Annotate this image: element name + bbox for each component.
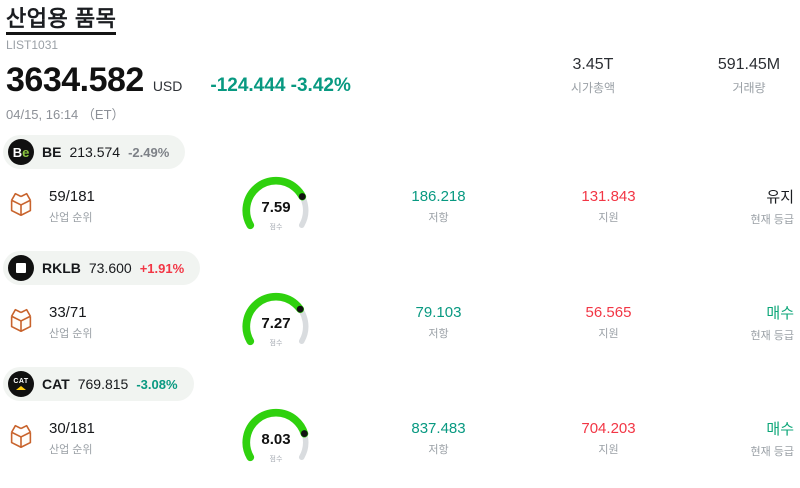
score-label: 점수 — [269, 456, 283, 464]
rating-label: 현재 등급 — [750, 213, 794, 226]
caterpillar-logo-icon: CAT — [8, 371, 34, 398]
support-cell: 56.565 지원 — [526, 304, 691, 341]
package-box-icon — [6, 421, 36, 456]
industry-rank-value: 33/71 — [49, 303, 87, 321]
rank-cell: 59/181 산업 순위 — [6, 188, 201, 225]
rating-cell: 유지 현재 등급 — [691, 186, 800, 227]
support-cell: 704.203 지원 — [526, 420, 691, 457]
rocketlab-mark — [16, 263, 26, 274]
resistance-cell: 186.218 저항 — [351, 188, 526, 225]
rating-cell: 매수 현재 등급 — [691, 302, 800, 343]
resistance-value: 837.483 — [411, 419, 466, 437]
ticker-pill-cat[interactable]: CAT CAT 769.815 -3.08% — [3, 367, 194, 402]
gauge-cell: 8.03 점수 — [201, 405, 351, 471]
stock-section-cat: CAT CAT 769.815 -3.08% 30/181 산업 순위 — [0, 367, 800, 471]
page-title: 산업용 품목 — [6, 6, 117, 36]
industry-rank-label: 산업 순위 — [49, 443, 93, 456]
resistance-label: 저항 — [428, 211, 449, 224]
market-cap-stat: 3.45T 시가총액 — [558, 56, 628, 96]
support-cell: 131.843 지원 — [526, 188, 691, 225]
package-box-icon — [6, 305, 36, 340]
support-label: 지원 — [598, 211, 619, 224]
score-gauge: 8.03 점수 — [235, 405, 317, 471]
rank-cell: 33/71 산업 순위 — [6, 304, 201, 341]
support-label: 지원 — [598, 327, 619, 340]
resistance-value: 79.103 — [415, 303, 462, 321]
score-value: 8.03 — [261, 431, 291, 449]
support-value: 131.843 — [581, 187, 636, 205]
ticker-change: -3.08% — [136, 376, 178, 392]
score-value: 7.27 — [261, 315, 291, 333]
industry-rank-value: 59/181 — [49, 187, 95, 205]
currency-label: USD — [152, 78, 183, 95]
be-logo-letter-e: e — [22, 144, 30, 160]
support-value: 56.565 — [585, 303, 632, 321]
header-stats: 3.45T 시가총액 591.45M 거래량 — [558, 56, 784, 96]
ticker-price: 213.574 — [69, 144, 121, 161]
stock-row: 30/181 산업 순위 8.03 점수 837.483 저항 704.203 … — [0, 405, 800, 471]
ticker-symbol: RKLB — [42, 260, 81, 277]
rank-block: 33/71 산업 순위 — [49, 304, 93, 341]
current-price: 3634.582 — [6, 61, 144, 100]
industry-rank-value: 30/181 — [49, 419, 95, 437]
header: 산업용 품목 LIST1031 3634.582 USD -124.444 -3… — [0, 0, 800, 123]
resistance-cell: 79.103 저항 — [351, 304, 526, 341]
score-label: 점수 — [269, 224, 283, 232]
rating-label: 현재 등급 — [750, 329, 794, 342]
ticker-symbol: CAT — [42, 376, 70, 393]
rating-value: 매수 — [766, 420, 794, 438]
stock-section-rklb: RKLB 73.600 +1.91% 33/71 산업 순위 — [0, 251, 800, 355]
volume-stat: 591.45M 거래량 — [714, 56, 784, 96]
ticker-symbol: BE — [42, 144, 62, 161]
resistance-value: 186.218 — [411, 187, 466, 205]
price-line: 3634.582 USD -124.444 -3.42% — [6, 61, 790, 100]
rocketlab-logo-icon — [8, 255, 34, 282]
rank-cell: 30/181 산업 순위 — [6, 420, 201, 457]
ticker-change: +1.91% — [139, 260, 185, 276]
rank-block: 30/181 산업 순위 — [49, 420, 95, 457]
market-cap-value: 3.45T — [572, 56, 614, 73]
ticker-pill-rklb[interactable]: RKLB 73.600 +1.91% — [3, 251, 201, 286]
cat-triangle-icon — [16, 386, 26, 391]
gauge-cell: 7.59 점수 — [201, 173, 351, 239]
rating-value: 매수 — [766, 304, 794, 322]
cat-logo-text: CAT — [13, 378, 29, 386]
gauge-cell: 7.27 점수 — [201, 289, 351, 355]
resistance-label: 저항 — [428, 327, 449, 340]
industry-rank-label: 산업 순위 — [49, 211, 93, 224]
ticker-price: 73.600 — [88, 260, 132, 277]
market-cap-label: 시가총액 — [570, 81, 616, 95]
stock-row: 33/71 산업 순위 7.27 점수 79.103 저항 56.565 지원 — [0, 289, 800, 355]
volume-label: 거래량 — [732, 81, 766, 95]
package-box-icon — [6, 189, 36, 224]
volume-value: 591.45M — [717, 56, 781, 73]
score-value: 7.59 — [261, 199, 291, 217]
list-id: LIST1031 — [6, 38, 59, 53]
industry-rank-label: 산업 순위 — [49, 327, 93, 340]
resistance-label: 저항 — [428, 443, 449, 456]
ticker-change: -2.49% — [128, 144, 170, 160]
score-gauge: 7.27 점수 — [235, 289, 317, 355]
price-change: -124.444 -3.42% — [210, 75, 351, 97]
score-gauge: 7.59 점수 — [235, 173, 317, 239]
rank-block: 59/181 산업 순위 — [49, 188, 95, 225]
be-logo-letter-b: B — [12, 144, 23, 160]
support-value: 704.203 — [581, 419, 636, 437]
rating-cell: 매수 현재 등급 — [691, 418, 800, 459]
resistance-cell: 837.483 저항 — [351, 420, 526, 457]
ticker-price: 769.815 — [77, 376, 129, 393]
rating-label: 현재 등급 — [750, 445, 794, 458]
price-datetime: 04/15, 16:14 （ET） — [6, 107, 125, 123]
rating-value: 유지 — [766, 188, 794, 206]
stock-row: 59/181 산업 순위 7.59 점수 186.218 저항 131.843 … — [0, 173, 800, 239]
support-label: 지원 — [598, 443, 619, 456]
score-label: 점수 — [269, 340, 283, 348]
